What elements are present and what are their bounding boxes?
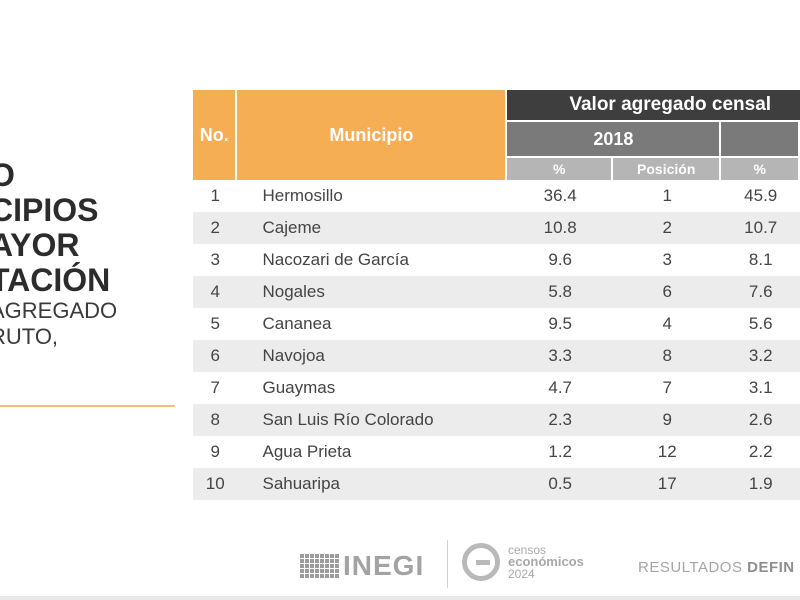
cell-pct2: 3.1	[721, 372, 800, 404]
cell-pos: 1	[613, 180, 722, 212]
footer-separator	[447, 540, 448, 588]
cell-pct: 0.5	[507, 468, 613, 500]
censos-line: económicos	[508, 554, 584, 569]
table-row: 4 Nogales 5.8 6 7.6	[193, 276, 800, 308]
cell-pos: 2	[613, 212, 722, 244]
table-row: 1 Hermosillo 36.4 1 45.9	[193, 180, 800, 212]
inegi-logo: INEGI	[300, 548, 424, 584]
title-line: CIPIOS	[0, 192, 99, 228]
cell-municipio: Cajeme	[237, 212, 508, 244]
cell-no: 10	[193, 468, 238, 500]
resultados-label: RESULTADOS DEFIN	[638, 559, 795, 576]
cell-municipio: Guaymas	[237, 372, 508, 404]
footer-bar	[0, 596, 800, 600]
header-pct-2: %	[721, 158, 800, 180]
cell-pos: 12	[613, 436, 722, 468]
cell-pos: 7	[613, 372, 722, 404]
title-line: TACIÓN	[0, 262, 111, 298]
cell-no: 2	[193, 212, 238, 244]
cell-pos: 6	[613, 276, 722, 308]
table-row: 3 Nacozari de García 9.6 3 8.1	[193, 244, 800, 276]
cell-pct2: 1.9	[721, 468, 800, 500]
municipios-table: No. Municipio Valor agregado censal 2018…	[193, 90, 800, 500]
table-row: 9 Agua Prieta 1.2 12 2.2	[193, 436, 800, 468]
cell-pos: 3	[613, 244, 722, 276]
cell-municipio: Cananea	[237, 308, 508, 340]
cell-no: 3	[193, 244, 238, 276]
cell-no: 4	[193, 276, 238, 308]
header-municipio: Municipio	[237, 90, 508, 180]
table-row: 10 Sahuaripa 0.5 17 1.9	[193, 468, 800, 500]
header-pct: %	[507, 158, 613, 180]
subtitle-line: AGREGADO	[0, 298, 118, 323]
censos-wordmark: censos económicos 2024	[508, 544, 584, 580]
resultados-text: RESULTADOS	[638, 559, 743, 576]
divider	[0, 405, 175, 407]
cell-pct: 9.6	[507, 244, 613, 276]
cell-municipio: Nacozari de García	[237, 244, 508, 276]
cell-municipio: Agua Prieta	[237, 436, 508, 468]
cell-pct: 1.2	[507, 436, 613, 468]
cell-pct: 4.7	[507, 372, 613, 404]
cell-pct: 36.4	[507, 180, 613, 212]
censos-logo: censos económicos 2024	[462, 543, 584, 581]
cell-pct: 2.3	[507, 404, 613, 436]
cell-pct: 9.5	[507, 308, 613, 340]
cell-no: 5	[193, 308, 238, 340]
cell-pct2: 7.6	[721, 276, 800, 308]
title-line: O	[0, 157, 15, 193]
title-line: AYOR	[0, 227, 80, 263]
cell-no: 8	[193, 404, 238, 436]
cell-pct: 10.8	[507, 212, 613, 244]
inegi-mark-icon	[300, 554, 339, 578]
cell-pct2: 2.6	[721, 404, 800, 436]
censos-line: 2024	[508, 567, 535, 581]
header-year-next	[721, 122, 800, 158]
cell-no: 7	[193, 372, 238, 404]
cell-pct: 5.8	[507, 276, 613, 308]
censos-e-icon	[462, 543, 500, 581]
slide-title: O CIPIOS AYOR TACIÓN	[0, 158, 110, 298]
table-row: 7 Guaymas 4.7 7 3.1	[193, 372, 800, 404]
cell-municipio: Navojoa	[237, 340, 508, 372]
cell-no: 9	[193, 436, 238, 468]
subtitle-line: RUTO,	[0, 324, 59, 349]
cell-pct2: 5.6	[721, 308, 800, 340]
cell-pct2: 45.9	[721, 180, 800, 212]
cell-pos: 8	[613, 340, 722, 372]
cell-pct2: 3.2	[721, 340, 800, 372]
cell-pct2: 2.2	[721, 436, 800, 468]
slide-subtitle: AGREGADO RUTO,	[0, 298, 117, 350]
cell-municipio: Nogales	[237, 276, 508, 308]
header-year-2018: 2018	[507, 122, 722, 158]
table-row: 5 Cananea 9.5 4 5.6	[193, 308, 800, 340]
cell-no: 1	[193, 180, 238, 212]
cell-pct: 3.3	[507, 340, 613, 372]
header-posicion: Posición	[613, 158, 722, 180]
inegi-wordmark: INEGI	[343, 550, 425, 581]
censos-line: censos	[508, 543, 547, 557]
cell-pos: 4	[613, 308, 722, 340]
cell-municipio: Hermosillo	[237, 180, 508, 212]
table-row: 8 San Luis Río Colorado 2.3 9 2.6	[193, 404, 800, 436]
cell-no: 6	[193, 340, 238, 372]
table-row: 6 Navojoa 3.3 8 3.2	[193, 340, 800, 372]
header-valor-agregado: Valor agregado censal	[507, 90, 800, 122]
resultados-bold: DEFIN	[747, 559, 795, 576]
cell-municipio: San Luis Río Colorado	[237, 404, 508, 436]
cell-pct2: 10.7	[721, 212, 800, 244]
table-row: 2 Cajeme 10.8 2 10.7	[193, 212, 800, 244]
cell-pos: 9	[613, 404, 722, 436]
cell-pos: 17	[613, 468, 722, 500]
cell-municipio: Sahuaripa	[237, 468, 508, 500]
header-no: No.	[193, 90, 238, 180]
cell-pct2: 8.1	[721, 244, 800, 276]
